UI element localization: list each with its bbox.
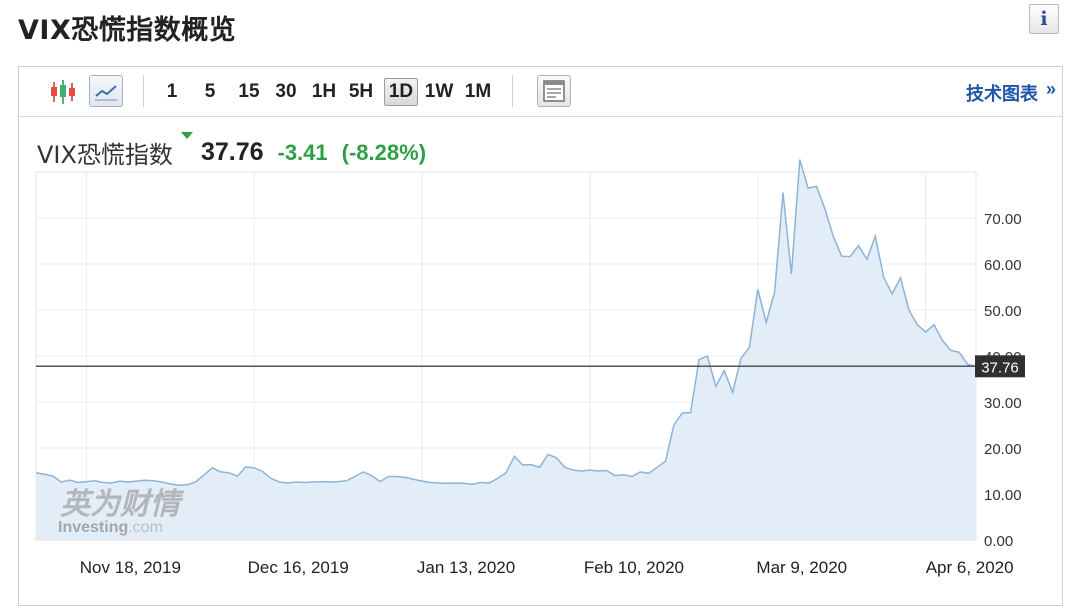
price-change-percent: (-8.28%) (341, 139, 427, 165)
timeframe-1m[interactable]: 1M (464, 81, 492, 102)
x-tick-label: Dec 16, 2019 (248, 558, 349, 577)
current-price: 37.76 (200, 138, 264, 166)
instrument-name: VIX恐慌指数 (37, 141, 173, 169)
y-tick-label: 70.00 (984, 211, 1022, 228)
watermark-en-text: Investing (58, 519, 128, 536)
chart-toolbar: 1 5 15 30 1H 5H 1D 1W 1M 技术图表 » (19, 67, 1062, 117)
line-chart-icon (95, 85, 117, 101)
series-line (35, 159, 977, 487)
timeframe-15[interactable]: 15 (238, 81, 260, 102)
y-tick-label: 20.00 (984, 441, 1022, 458)
toolbar-divider (512, 75, 513, 107)
y-tick-label: 30.00 (984, 395, 1022, 412)
watermark-cn-text: 英为财情 (60, 487, 185, 522)
price-change: -3.41 (277, 139, 328, 165)
candlestick-icon[interactable] (49, 79, 77, 105)
timeframe-5h[interactable]: 5H (348, 81, 374, 102)
double-chevron-right-icon[interactable]: » (1045, 79, 1056, 99)
x-tick-label: Apr 6, 2020 (926, 558, 1014, 577)
x-tick-label: Mar 9, 2020 (756, 558, 847, 577)
line-chart-button[interactable] (89, 75, 123, 107)
layout-button[interactable] (537, 75, 571, 107)
investing-watermark: 英为财情 Investing.com (58, 487, 185, 536)
y-tick-label: 10.00 (984, 487, 1022, 504)
x-tick-label: Jan 13, 2020 (417, 558, 515, 577)
timeframe-1h[interactable]: 1H (311, 81, 337, 102)
quote-header: VIX恐慌指数 37.76 -3.41 (-8.28%) (37, 132, 427, 169)
current-value-label: 37.76 (981, 359, 1019, 376)
svg-text:Investing.com: Investing.com (58, 519, 163, 536)
down-arrow-icon (180, 132, 193, 139)
x-tick-label: Nov 18, 2019 (80, 558, 181, 577)
technical-chart-link[interactable]: 技术图表 (966, 84, 1038, 105)
area-fill (36, 159, 976, 540)
timeframe-5[interactable]: 5 (204, 81, 216, 102)
x-tick-label: Feb 10, 2020 (584, 558, 684, 577)
timeframe-1w[interactable]: 1W (424, 81, 454, 102)
timeframe-1d[interactable]: 1D (384, 78, 418, 106)
y-tick-label: 50.00 (984, 303, 1022, 320)
timeframe-30[interactable]: 30 (275, 81, 297, 102)
page-title: VIX恐慌指数概览 (18, 15, 237, 46)
layout-icon (543, 80, 565, 102)
toolbar-divider (143, 75, 144, 107)
watermark-domain-text: .com (128, 519, 163, 536)
timeframe-1[interactable]: 1 (166, 81, 178, 102)
info-icon: i (1040, 8, 1048, 30)
info-button[interactable]: i (1029, 4, 1059, 34)
y-tick-label: 60.00 (984, 257, 1022, 274)
y-tick-label: 0.00 (984, 533, 1013, 550)
current-value-badge (975, 355, 1025, 378)
